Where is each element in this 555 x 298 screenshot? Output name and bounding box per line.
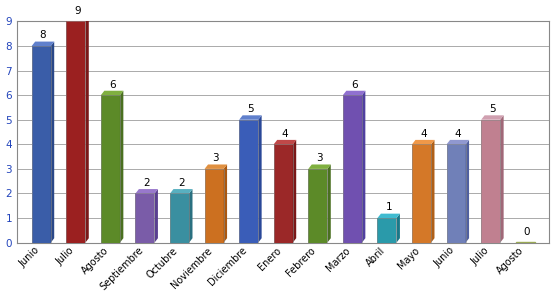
Bar [447,144,466,243]
Bar [205,169,224,243]
Bar [239,120,258,243]
Polygon shape [274,140,296,144]
Bar [309,169,327,243]
Text: 4: 4 [420,129,427,139]
Bar [447,144,466,243]
Bar [412,144,431,243]
Polygon shape [170,189,193,193]
Text: 4: 4 [455,129,461,139]
Bar [135,193,154,243]
Polygon shape [224,164,227,243]
Bar [481,120,500,243]
Bar [516,242,535,243]
Bar [32,46,51,243]
Bar [412,144,431,243]
Bar [170,193,189,243]
Polygon shape [154,189,158,243]
Bar [309,169,327,243]
Bar [343,95,362,243]
Text: 3: 3 [316,153,323,163]
Polygon shape [481,115,503,120]
Bar [66,21,85,243]
Polygon shape [327,164,331,243]
Text: 0: 0 [524,227,530,237]
Text: 5: 5 [247,104,254,114]
Bar [377,218,396,243]
Bar [274,144,292,243]
Bar [205,169,224,243]
Text: 6: 6 [351,80,357,89]
Bar [239,120,258,243]
Polygon shape [258,115,261,243]
Text: 6: 6 [109,80,115,89]
Polygon shape [205,164,227,169]
Text: 3: 3 [213,153,219,163]
Text: 4: 4 [281,129,288,139]
Polygon shape [292,140,296,243]
Bar [101,95,120,243]
Polygon shape [500,115,503,243]
Bar [66,21,85,243]
Polygon shape [189,189,193,243]
Polygon shape [343,91,365,95]
Bar [343,95,362,243]
Bar [135,193,154,243]
Polygon shape [431,140,435,243]
Text: 1: 1 [385,202,392,212]
Bar [274,144,292,243]
Polygon shape [377,214,400,218]
Polygon shape [85,17,89,243]
Text: 9: 9 [74,6,81,16]
Bar [170,193,189,243]
Polygon shape [135,189,158,193]
Polygon shape [447,140,469,144]
Polygon shape [466,140,469,243]
Text: 2: 2 [143,178,150,188]
Polygon shape [239,115,261,120]
Polygon shape [120,91,123,243]
Text: 8: 8 [39,30,46,40]
Polygon shape [396,214,400,243]
Text: 5: 5 [489,104,496,114]
Polygon shape [66,17,89,21]
Bar [32,46,51,243]
Text: 2: 2 [178,178,185,188]
Bar [481,120,500,243]
Polygon shape [362,91,365,243]
Bar [377,218,396,243]
Polygon shape [32,42,54,46]
Polygon shape [51,42,54,243]
Polygon shape [101,91,123,95]
Polygon shape [412,140,435,144]
Bar [101,95,120,243]
Polygon shape [309,164,331,169]
